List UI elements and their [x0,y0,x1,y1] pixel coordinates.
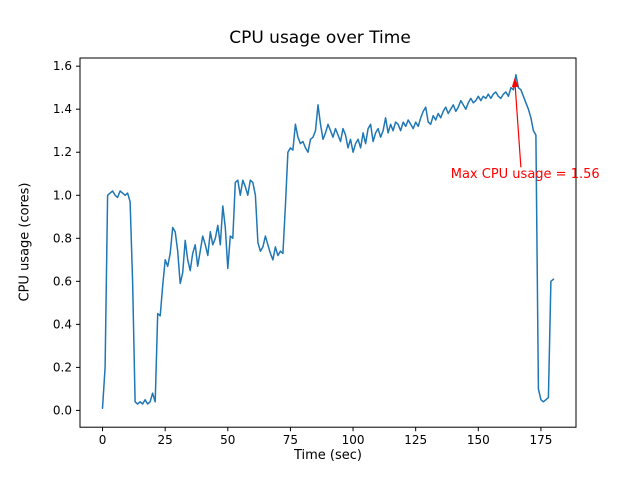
annotation-text: Max CPU usage = 1.56 [450,167,600,183]
y-tick-label: 0.6 [53,274,72,288]
x-tick-label: 0 [99,433,107,447]
annotation-arrow-line [514,86,522,168]
x-tick-label: 25 [158,433,173,447]
annotation-arrow-head [511,78,519,88]
y-tick-label: 0.8 [53,231,72,245]
y-tick-label: 0.2 [53,360,72,374]
x-tick-label: 75 [283,433,298,447]
cpu-usage-line [101,74,555,410]
y-axis-label: CPU usage (cores) [17,182,33,302]
x-tick-label: 100 [342,433,365,447]
y-tick-label: 0.4 [53,317,72,331]
y-tick-label: 0.0 [53,403,72,417]
axes-spines [79,57,577,428]
y-tick-label: 1.4 [53,102,72,116]
y-tick-label: 1.0 [53,188,72,202]
y-tick-label: 1.6 [53,59,72,73]
x-tick-label: 50 [220,433,235,447]
x-tick-label: 175 [529,433,552,447]
chart-title: CPU usage over Time [229,28,411,48]
y-tick-label: 1.2 [53,145,72,159]
x-axis-label: Time (sec) [293,448,362,463]
x-tick-label: 150 [467,433,490,447]
x-tick-label: 125 [404,433,427,447]
